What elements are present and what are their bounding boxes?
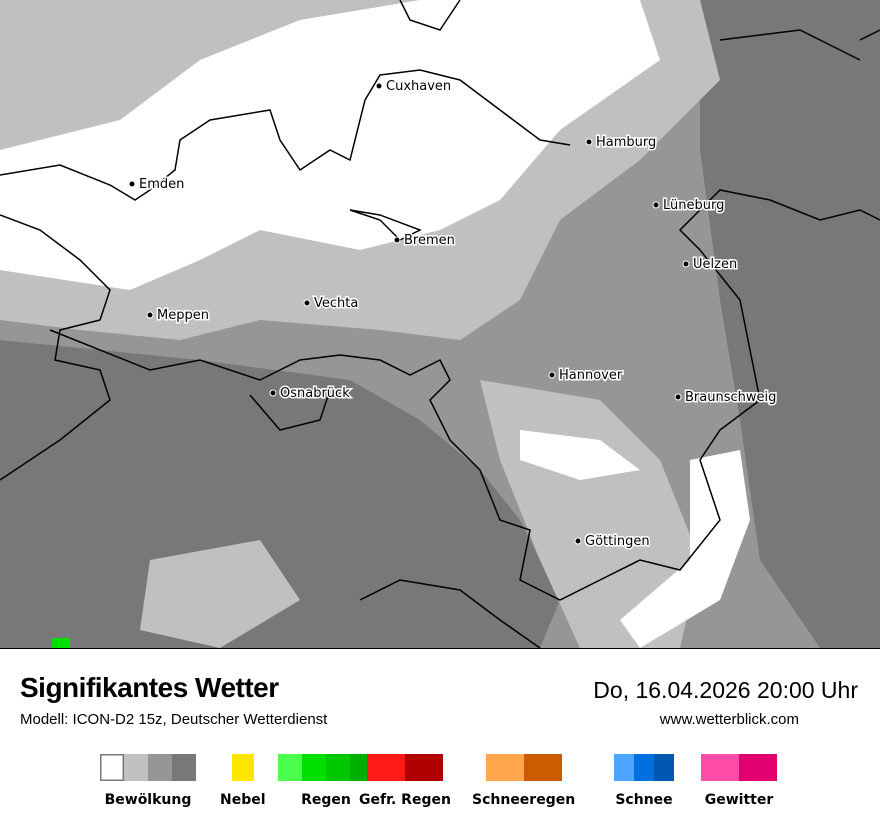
city-dot <box>682 260 690 268</box>
city-label: Osnabrück <box>280 386 350 401</box>
city-label: Cuxhaven <box>386 79 451 94</box>
legend-swatch <box>614 754 634 781</box>
legend-swatch <box>523 754 562 781</box>
legend-swatches <box>366 754 443 781</box>
legend-item: Schneeregen <box>472 754 575 808</box>
forecast-datetime: Do, 16.04.2026 20:00 Uhr <box>593 677 858 703</box>
city-label: Hamburg <box>596 135 656 150</box>
city-dot <box>375 82 383 90</box>
city-marker: Vechta <box>303 295 360 313</box>
legend-swatches <box>701 754 777 781</box>
city-marker: Emden <box>128 176 186 194</box>
legend-item: Gefr. Regen <box>359 754 451 808</box>
borders <box>0 0 880 648</box>
city-marker: Hannover <box>548 367 624 385</box>
legend-swatches <box>231 754 254 781</box>
legend-label: Nebel <box>220 792 266 808</box>
legend-label: Schnee <box>615 792 673 808</box>
city-dot <box>574 537 582 545</box>
city-dot <box>652 201 660 209</box>
city-marker: Meppen <box>146 307 210 325</box>
legend: Bewölkung Nebel Regen Gefr. Regen Schneerege… <box>0 754 880 814</box>
legend-label: Gefr. Regen <box>359 792 451 808</box>
legend-item: Nebel <box>220 754 266 808</box>
weather-map: Cuxhaven Hamburg Emden Lüneburg Bremen Uelzen… <box>0 0 880 649</box>
city-marker: Lüneburg <box>652 197 726 215</box>
city-label: Meppen <box>157 308 209 323</box>
legend-swatch <box>278 754 302 781</box>
city-label: Vechta <box>314 296 358 311</box>
legend-swatch <box>366 754 405 781</box>
city-marker: Cuxhaven <box>375 78 453 96</box>
city-dot <box>303 299 311 307</box>
legend-label: Bewölkung <box>104 792 192 808</box>
legend-swatch <box>485 754 524 781</box>
legend-item: Schnee <box>614 754 674 808</box>
model-info: Modell: ICON-D2 15z, Deutscher Wetterdie… <box>20 711 328 728</box>
city-dot <box>128 180 136 188</box>
legend-label: Regen <box>301 792 351 808</box>
legend-swatch <box>124 754 148 781</box>
city-label: Hannover <box>559 368 623 383</box>
legend-swatch <box>148 754 172 781</box>
legend-swatch <box>231 754 254 781</box>
city-dot <box>548 371 556 379</box>
city-marker: Bremen <box>393 232 456 250</box>
city-label: Uelzen <box>693 257 737 272</box>
city-dot <box>269 389 277 397</box>
city-dot <box>393 236 401 244</box>
legend-swatch <box>634 754 654 781</box>
legend-label: Gewitter <box>704 792 774 808</box>
legend-item: Regen <box>278 754 374 808</box>
cloud-cover-clear <box>0 0 750 648</box>
legend-swatch <box>326 754 350 781</box>
legend-item: Bewölkung <box>100 754 196 808</box>
city-marker: Hamburg <box>585 134 658 152</box>
legend-swatches <box>100 754 196 781</box>
city-label: Bremen <box>404 233 455 248</box>
city-label: Lüneburg <box>663 198 724 213</box>
city-label: Braunschweig <box>685 390 776 405</box>
legend-swatches <box>278 754 374 781</box>
city-dot <box>146 311 154 319</box>
legend-swatches <box>485 754 562 781</box>
city-marker: Braunschweig <box>674 389 778 407</box>
city-dot <box>674 393 682 401</box>
legend-swatch <box>172 754 196 781</box>
city-dot <box>585 138 593 146</box>
city-marker: Osnabrück <box>269 385 352 403</box>
legend-swatch <box>100 754 124 781</box>
legend-swatch <box>404 754 443 781</box>
city-label: Emden <box>139 177 184 192</box>
rain-spot <box>52 638 70 648</box>
legend-swatch <box>654 754 674 781</box>
website-link[interactable]: www.wetterblick.com <box>659 711 799 728</box>
city-marker: Uelzen <box>682 256 739 274</box>
city-label: Göttingen <box>585 534 650 549</box>
legend-swatch <box>701 754 739 781</box>
legend-label: Schneeregen <box>472 792 576 808</box>
legend-swatch <box>302 754 326 781</box>
legend-swatches <box>614 754 674 781</box>
map-title: Signifikantes Wetter <box>20 672 279 703</box>
legend-swatch <box>739 754 777 781</box>
legend-item: Gewitter <box>701 754 777 808</box>
city-marker: Göttingen <box>574 533 651 551</box>
